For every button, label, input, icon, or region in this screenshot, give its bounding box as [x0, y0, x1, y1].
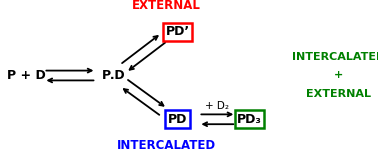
Text: EXTERNAL: EXTERNAL — [132, 0, 201, 12]
Text: +: + — [334, 71, 343, 80]
Text: INTERCALATED: INTERCALATED — [117, 139, 216, 151]
Text: + D₂: + D₂ — [205, 101, 229, 111]
Text: P․D: P․D — [102, 69, 125, 82]
Text: P + D: P + D — [7, 69, 46, 82]
Text: PD’: PD’ — [166, 25, 190, 38]
Text: PD: PD — [168, 113, 187, 126]
Text: EXTERNAL: EXTERNAL — [306, 89, 371, 99]
Text: PD₃: PD₃ — [237, 113, 262, 126]
Text: INTERCALATED: INTERCALATED — [292, 52, 378, 62]
